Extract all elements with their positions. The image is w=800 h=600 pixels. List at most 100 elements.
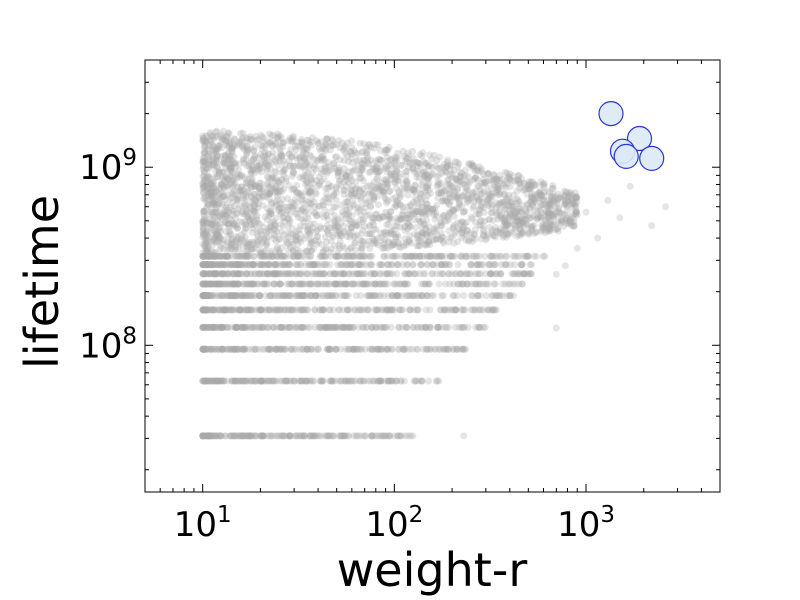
background-point — [254, 280, 262, 288]
background-point — [472, 261, 480, 269]
background-point — [349, 345, 357, 353]
background-point — [278, 432, 286, 440]
background-point — [522, 252, 530, 260]
background-point — [257, 432, 265, 440]
background-point — [384, 178, 392, 186]
background-point — [231, 280, 239, 288]
background-point — [519, 261, 527, 269]
background-point — [299, 432, 307, 440]
background-point — [545, 203, 553, 211]
background-point — [383, 270, 391, 278]
background-point — [505, 280, 512, 288]
background-point — [360, 270, 368, 278]
background-point — [304, 270, 312, 278]
background-point — [283, 323, 291, 331]
background-point — [227, 261, 235, 269]
background-point — [510, 191, 518, 199]
background-point — [243, 270, 251, 278]
background-point — [284, 270, 292, 278]
background-point — [461, 345, 469, 353]
background-point — [349, 323, 357, 331]
background-point — [243, 280, 251, 288]
background-point — [317, 377, 325, 385]
background-point — [385, 377, 393, 385]
background-point — [433, 323, 441, 331]
background-point — [500, 232, 508, 239]
background-point — [286, 377, 294, 385]
background-point — [234, 306, 242, 314]
background-point — [278, 252, 286, 260]
background-point — [271, 345, 279, 353]
background-point — [223, 323, 231, 331]
background-point — [334, 280, 342, 288]
background-point — [359, 216, 367, 223]
background-point — [199, 252, 207, 260]
background-point — [226, 261, 234, 269]
background-point — [295, 280, 303, 288]
background-point — [454, 280, 462, 288]
background-point — [339, 145, 347, 153]
background-point — [211, 377, 219, 385]
background-point — [223, 252, 231, 260]
background-point — [292, 270, 300, 278]
background-point — [225, 261, 233, 269]
background-point — [218, 345, 226, 353]
background-point — [375, 280, 383, 288]
background-point — [258, 280, 265, 288]
background-point — [414, 306, 421, 314]
background-point — [299, 208, 307, 216]
background-point — [508, 198, 516, 206]
background-point — [367, 432, 375, 440]
background-point — [439, 212, 447, 219]
background-point — [233, 280, 241, 288]
background-point — [230, 432, 238, 440]
background-point — [363, 306, 371, 314]
background-point — [246, 166, 254, 174]
background-point — [503, 220, 511, 228]
background-point — [464, 187, 472, 195]
background-point — [420, 345, 428, 353]
background-point — [436, 306, 444, 314]
background-point — [250, 261, 258, 269]
background-point — [247, 280, 255, 288]
background-point — [270, 323, 278, 331]
background-point — [222, 306, 230, 314]
y-tick-label: 109 — [79, 145, 137, 188]
background-point — [488, 306, 496, 314]
background-point — [315, 211, 323, 219]
highlight-point — [613, 143, 639, 169]
background-point — [298, 280, 306, 288]
background-point — [356, 377, 364, 385]
background-point — [206, 252, 214, 260]
background-point — [199, 252, 207, 260]
background-point — [413, 345, 420, 353]
background-point — [471, 270, 479, 278]
background-point — [256, 323, 264, 331]
background-point — [467, 270, 475, 278]
background-point — [270, 292, 278, 300]
background-point — [203, 292, 211, 300]
background-point — [391, 280, 399, 288]
background-point — [476, 261, 484, 269]
background-point — [480, 226, 487, 234]
background-point — [205, 306, 213, 314]
background-point — [294, 292, 302, 300]
background-point — [387, 323, 395, 331]
background-point — [492, 292, 500, 300]
background-point — [371, 306, 379, 314]
background-point — [206, 306, 214, 314]
background-point — [209, 212, 217, 220]
background-point — [199, 261, 207, 269]
background-point — [296, 345, 304, 353]
background-point — [265, 306, 273, 314]
background-point — [400, 345, 408, 353]
background-point — [227, 261, 235, 269]
background-point — [199, 306, 207, 314]
background-point — [251, 292, 259, 300]
background-point — [221, 196, 229, 204]
background-point — [306, 377, 314, 385]
background-point — [205, 292, 212, 300]
background-point — [294, 292, 302, 300]
background-point — [272, 345, 280, 353]
background-point — [275, 306, 283, 314]
